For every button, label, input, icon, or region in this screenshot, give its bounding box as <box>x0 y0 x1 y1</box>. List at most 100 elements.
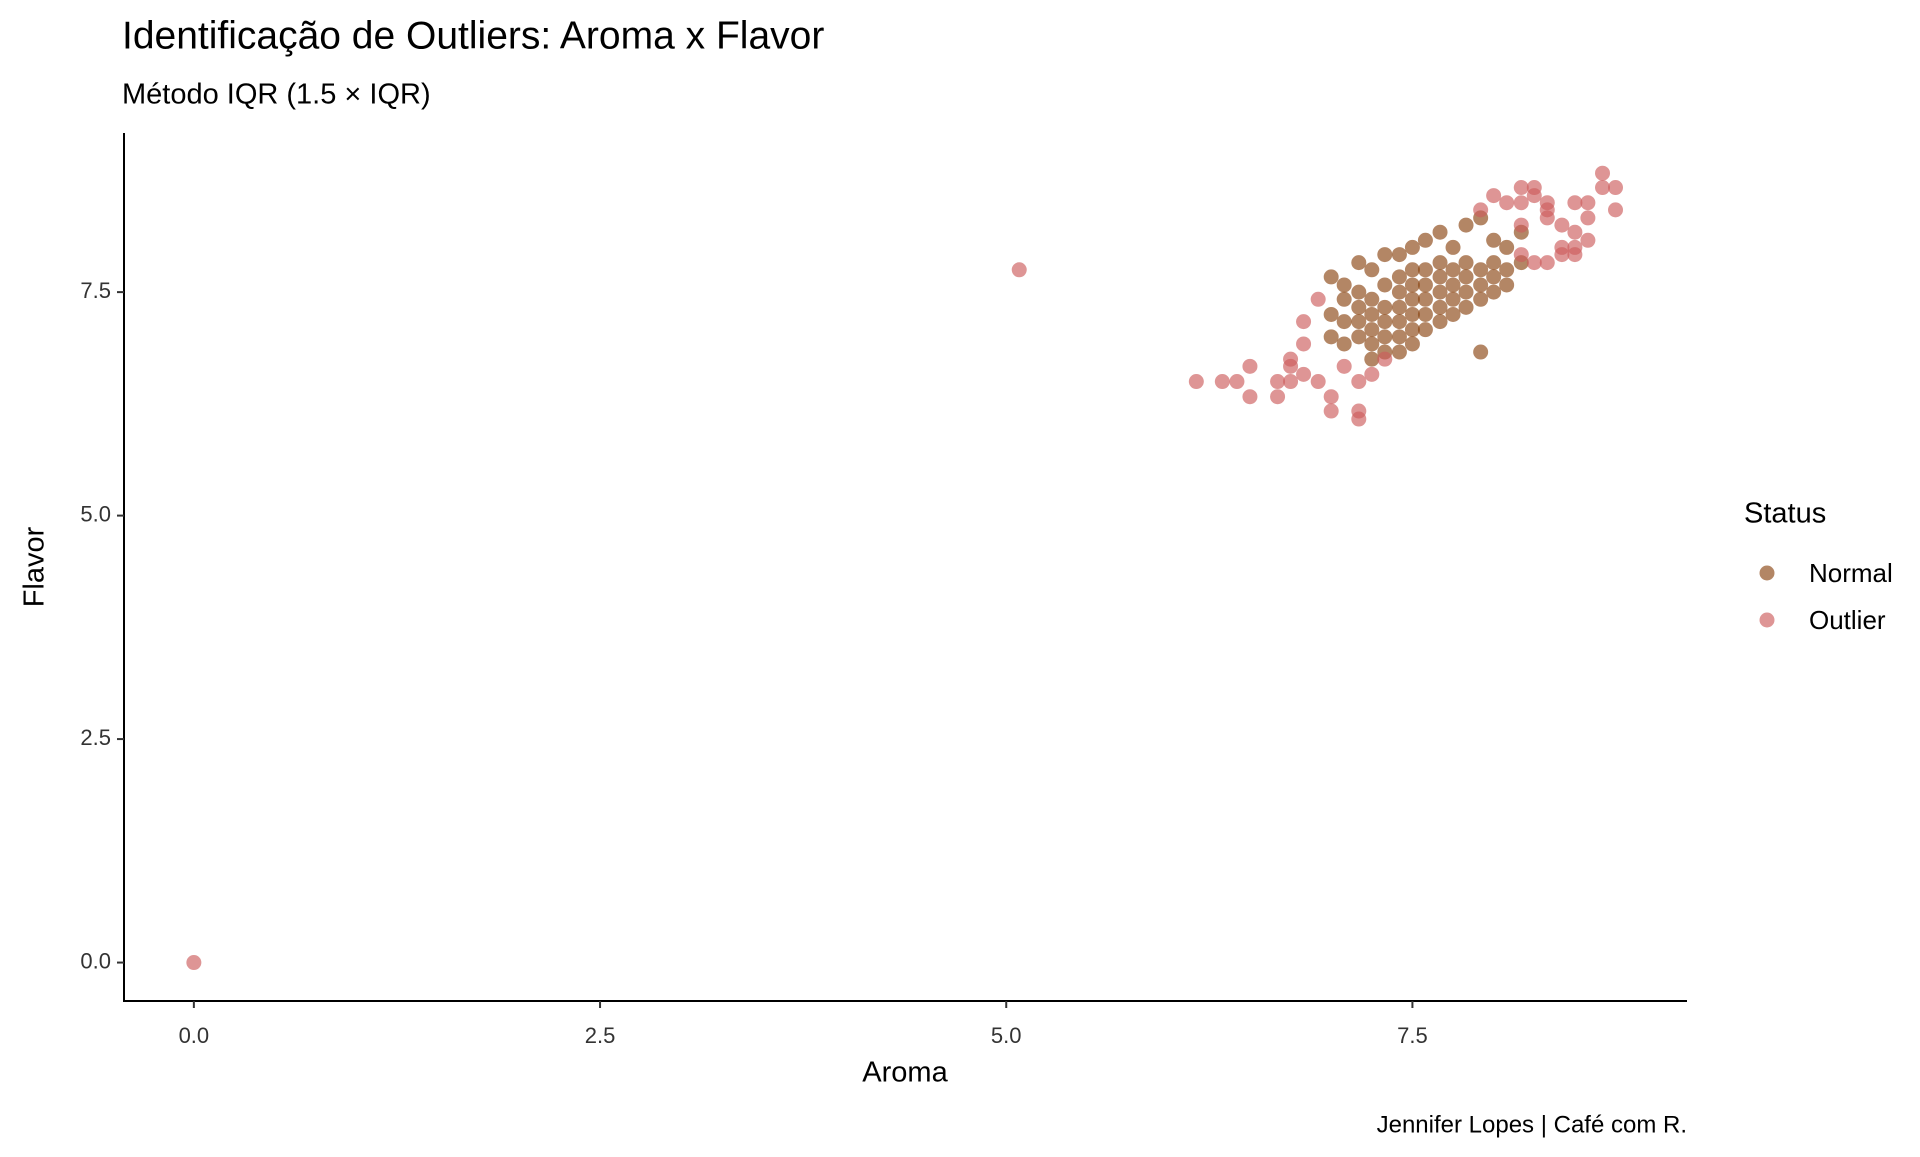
point <box>1445 262 1461 278</box>
x-tick-label: 0.0 <box>179 1023 210 1048</box>
point <box>1229 374 1245 390</box>
point <box>1608 180 1624 196</box>
point <box>1580 210 1596 226</box>
x-tick-label: 5.0 <box>991 1023 1022 1048</box>
point <box>1458 255 1474 271</box>
point <box>1580 195 1596 211</box>
point <box>1310 291 1326 307</box>
legend-marker <box>1759 612 1775 628</box>
point <box>1011 262 1027 278</box>
point <box>1391 299 1407 315</box>
point <box>1473 277 1489 293</box>
x-axis-title: Aroma <box>862 1057 948 1089</box>
point <box>1377 247 1393 263</box>
point <box>1417 322 1433 338</box>
point <box>1513 247 1529 263</box>
point <box>1188 374 1204 390</box>
point <box>1404 291 1420 307</box>
point <box>1323 389 1339 405</box>
chart-title: Identificação de Outliers: Aroma x Flavo… <box>122 14 824 57</box>
point <box>1417 262 1433 278</box>
legend-label: Outlier <box>1809 605 1886 635</box>
point <box>1417 232 1433 248</box>
point <box>1580 232 1596 248</box>
y-tick-label: 7.5 <box>80 278 111 303</box>
point <box>1608 202 1624 218</box>
point <box>1513 195 1529 211</box>
point <box>1432 284 1448 300</box>
y-tick-label: 0.0 <box>80 948 111 973</box>
point <box>1214 374 1230 390</box>
point <box>1458 217 1474 233</box>
point <box>1432 269 1448 285</box>
point <box>1539 210 1555 226</box>
point <box>1296 336 1312 352</box>
point <box>1417 306 1433 322</box>
chart-subtitle: Método IQR (1.5 × IQR) <box>122 79 431 111</box>
point <box>1364 351 1380 367</box>
legend-title: Status <box>1744 498 1826 530</box>
point <box>1404 239 1420 255</box>
point <box>1458 269 1474 285</box>
point <box>1486 188 1502 204</box>
point <box>1526 255 1542 271</box>
point <box>1473 262 1489 278</box>
point <box>1336 314 1352 330</box>
point <box>1377 351 1393 367</box>
point <box>1539 255 1555 271</box>
point <box>1458 284 1474 300</box>
point <box>1377 314 1393 330</box>
y-tick-label: 2.5 <box>80 725 111 750</box>
point <box>1377 299 1393 315</box>
point <box>1404 322 1420 338</box>
point <box>1567 224 1583 240</box>
point <box>1432 314 1448 330</box>
point <box>1351 314 1367 330</box>
x-tick-label: 2.5 <box>585 1023 616 1048</box>
point <box>1567 195 1583 211</box>
point <box>1364 336 1380 352</box>
point <box>1486 232 1502 248</box>
point <box>1377 329 1393 345</box>
point <box>1404 262 1420 278</box>
point <box>1404 336 1420 352</box>
point <box>1364 306 1380 322</box>
point <box>1310 374 1326 390</box>
point <box>1270 374 1286 390</box>
point <box>1432 224 1448 240</box>
point <box>1242 358 1258 374</box>
point <box>1513 180 1529 196</box>
point <box>1283 374 1299 390</box>
point <box>1445 291 1461 307</box>
point <box>1377 277 1393 293</box>
point <box>1391 344 1407 360</box>
point <box>1554 217 1570 233</box>
point <box>1242 389 1258 405</box>
legend-label: Normal <box>1809 558 1893 588</box>
point <box>1458 299 1474 315</box>
point <box>1364 322 1380 338</box>
point <box>1364 291 1380 307</box>
point <box>1554 239 1570 255</box>
point <box>1351 329 1367 345</box>
point <box>1445 306 1461 322</box>
point <box>1404 306 1420 322</box>
point <box>1296 314 1312 330</box>
point <box>1351 284 1367 300</box>
point <box>1351 403 1367 419</box>
point <box>1499 195 1515 211</box>
legend-marker <box>1759 565 1775 581</box>
point <box>1336 336 1352 352</box>
point <box>1391 284 1407 300</box>
point <box>1417 291 1433 307</box>
point <box>186 955 202 971</box>
y-axis-title: Flavor <box>19 526 51 607</box>
point <box>1336 277 1352 293</box>
point <box>1567 247 1583 263</box>
point <box>1351 255 1367 271</box>
point <box>1391 314 1407 330</box>
point <box>1486 284 1502 300</box>
point <box>1391 247 1407 263</box>
point <box>1595 180 1611 196</box>
point <box>1473 344 1489 360</box>
